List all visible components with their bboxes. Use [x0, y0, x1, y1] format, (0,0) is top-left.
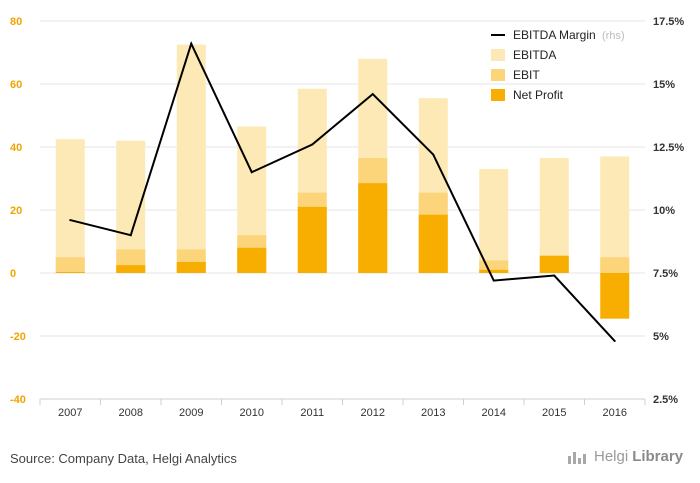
bar-net-profit: [600, 273, 630, 319]
source-note: Source: Company Data, Helgi Analytics: [10, 451, 237, 466]
line-point: [311, 143, 314, 146]
line-point: [553, 274, 556, 277]
legend-swatch: [491, 89, 505, 101]
line-point: [69, 219, 72, 222]
y2-tick-label: 10%: [653, 205, 675, 217]
line-ebitda-margin: [70, 40, 616, 342]
bar-ebit: [600, 257, 630, 273]
brand-name-second: Library: [632, 448, 684, 465]
x-tick-label: 2009: [179, 407, 203, 419]
margin-line: [69, 40, 616, 343]
legend: EBITDA Margin (rhs) EBITDA EBIT Net Profit: [491, 28, 625, 102]
x-tick-label: 2016: [603, 407, 627, 419]
x-tick-label: 2015: [542, 407, 566, 419]
chart: -40 -20 0 20 40 60 80 2.5% 5% 7.5% 10% 12.5% 15% 17.5…: [10, 16, 684, 419]
legend-label: Net Profit: [513, 88, 564, 102]
x-tick-label: 2013: [421, 407, 445, 419]
x-tick-label: 2012: [361, 407, 385, 419]
line-point: [250, 171, 253, 174]
bar-ebitda: [479, 169, 509, 273]
line-point: [492, 279, 495, 282]
bar-ebitda: [176, 44, 206, 273]
bar-net-profit: [297, 206, 327, 273]
axes: -40 -20 0 20 40 60 80 2.5% 5% 7.5% 10% 12.5% 15% 17.5…: [10, 16, 684, 419]
bar-net-profit: [176, 261, 206, 273]
brand-logo-icon: [568, 450, 590, 464]
line-point: [190, 42, 193, 45]
legend-swatch: [491, 69, 505, 81]
y-tick-label: 20: [10, 205, 22, 217]
y2-tick-label: 17.5%: [653, 16, 684, 28]
legend-rhs-note: (rhs): [602, 30, 625, 42]
legend-swatch: [491, 49, 505, 61]
line-point: [129, 234, 132, 237]
x-tick-label: 2008: [119, 407, 143, 419]
legend-label: EBITDA Margin: [513, 28, 596, 42]
legend-label: EBIT: [513, 68, 540, 82]
bar-net-profit: [237, 247, 267, 273]
legend-label: EBITDA: [513, 48, 556, 62]
x-tick-label: 2014: [482, 407, 506, 419]
bar-net-profit: [358, 183, 388, 273]
y-tick-label: 0: [10, 268, 16, 280]
bar-ebit: [55, 257, 85, 273]
bar-net-profit: [539, 255, 569, 273]
y-tick-label: 40: [10, 142, 22, 154]
y2-tick-label: 5%: [653, 331, 669, 343]
bars: [55, 44, 630, 319]
y-tick-label: 60: [10, 79, 22, 91]
y-tick-label: -20: [10, 331, 26, 343]
bar-net-profit: [116, 265, 146, 273]
brand-logo: Helgi Library: [568, 448, 683, 465]
x-tick-label: 2007: [58, 407, 82, 419]
y2-tick-label: 2.5%: [653, 394, 678, 406]
bar-ebitda: [600, 156, 630, 273]
x-tick-label: 2010: [240, 407, 264, 419]
x-tick-label: 2011: [300, 407, 324, 419]
line-point: [432, 153, 435, 156]
y2-tick-label: 12.5%: [653, 142, 684, 154]
brand-name-first: Helgi: [594, 448, 629, 465]
y2-tick-label: 15%: [653, 79, 675, 91]
line-point: [613, 340, 616, 343]
bar-net-profit: [418, 214, 448, 273]
line-point: [371, 93, 374, 96]
y-tick-label: -40: [10, 394, 26, 406]
bar-ebitda: [539, 158, 569, 273]
y-tick-label: 80: [10, 16, 22, 28]
bar-net-profit: [479, 269, 509, 273]
y2-tick-label: 7.5%: [653, 268, 678, 280]
bar-net-profit: [55, 272, 85, 273]
bar-ebitda: [55, 139, 85, 273]
